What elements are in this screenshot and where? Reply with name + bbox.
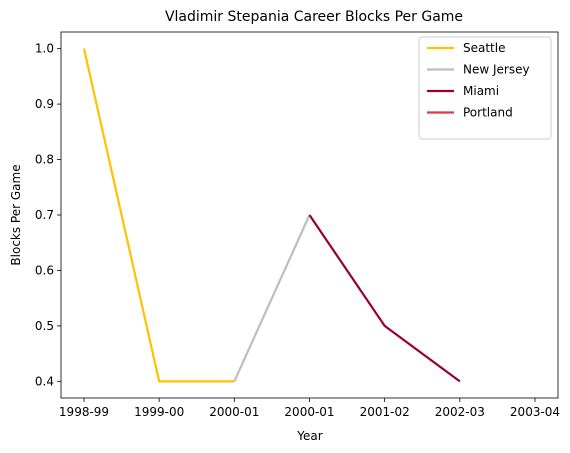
- x-tick-label: 2000-01: [209, 405, 259, 419]
- x-tick-label: 2003-04: [510, 405, 560, 419]
- x-tick-label: 2001-02: [360, 405, 410, 419]
- x-axis-label: Year: [296, 429, 322, 443]
- legend-label-seattle: Seattle: [463, 41, 505, 55]
- chart-title: Vladimir Stepania Career Blocks Per Game: [165, 9, 463, 25]
- series-line-new-jersey: [234, 215, 309, 381]
- legend-label-new-jersey: New Jersey: [463, 63, 530, 77]
- y-tick-label: 0.8: [35, 153, 54, 167]
- x-tick-label: 2002-03: [435, 405, 485, 419]
- y-axis: 0.4 0.5 0.6 0.7 0.8 0.9 1.0: [35, 42, 61, 389]
- x-tick-label: 1998-99: [59, 405, 109, 419]
- y-tick-label: 0.6: [35, 263, 54, 277]
- y-tick-label: 0.5: [35, 319, 54, 333]
- y-tick-label: 0.7: [35, 208, 54, 222]
- series-line-seattle: [84, 49, 234, 382]
- legend: Seattle New Jersey Miami Portland: [419, 37, 551, 139]
- x-tick-label: 2000-01: [284, 405, 334, 419]
- series-layer: [84, 49, 460, 382]
- legend-label-miami: Miami: [463, 84, 499, 98]
- y-tick-label: 0.4: [35, 374, 54, 388]
- legend-label-portland: Portland: [463, 106, 513, 120]
- series-line-miami: [310, 215, 460, 381]
- x-axis: 1998-99 1999-00 2000-01 2000-01 2001-02 2002-…: [59, 398, 560, 419]
- y-tick-label: 1.0: [35, 42, 54, 56]
- y-tick-label: 0.9: [35, 97, 54, 111]
- y-axis-label: Blocks Per Game: [9, 164, 23, 265]
- x-tick-label: 1999-00: [134, 405, 184, 419]
